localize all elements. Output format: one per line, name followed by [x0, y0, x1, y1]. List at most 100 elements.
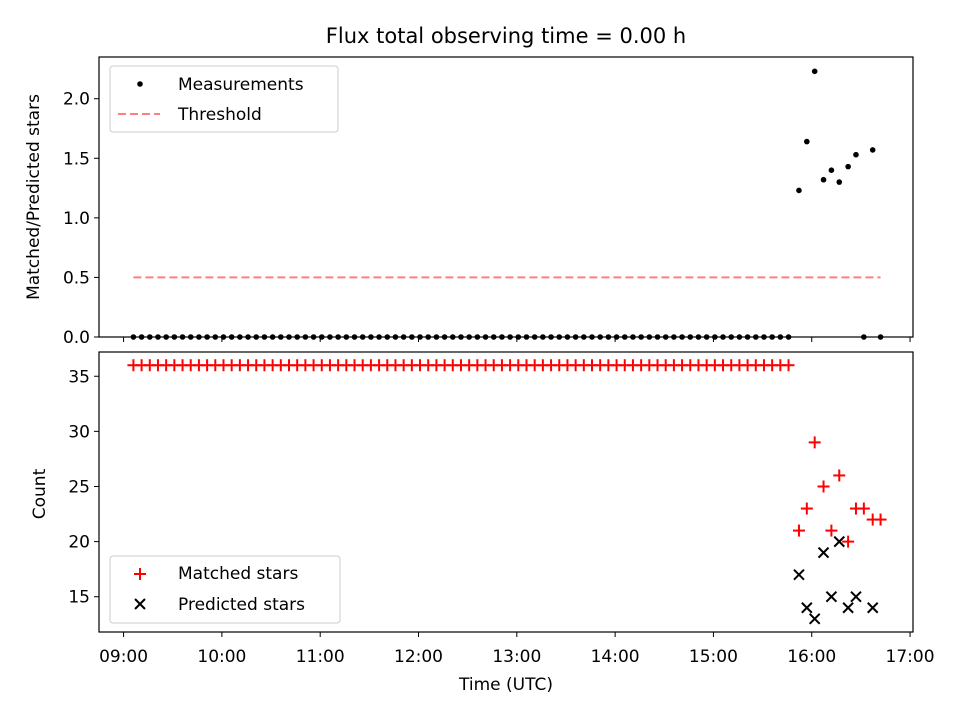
measurement-point [327, 334, 333, 340]
measurement-point [310, 334, 317, 340]
measurement-point [441, 334, 448, 340]
measurement-point [138, 334, 145, 340]
measurement-point [499, 334, 505, 340]
predicted-star-point [825, 591, 838, 603]
measurement-point [540, 334, 546, 340]
measurement-point [853, 151, 859, 158]
measurement-point [828, 167, 835, 173]
measurement-point [679, 334, 685, 340]
measurement-point [630, 334, 636, 340]
predicted-star-point [866, 602, 879, 614]
measurement-point [877, 334, 884, 340]
predicted-star-point [793, 568, 805, 581]
predicted-star-point [808, 613, 821, 625]
measurement-point [507, 334, 513, 340]
predicted-star-point [850, 591, 862, 603]
panel-counts-xlabel: Time (UTC) [458, 675, 553, 695]
measurement-point [654, 334, 661, 340]
counts-xtick-label: 11:00 [296, 647, 345, 667]
matched-star-point [782, 359, 795, 372]
measurement-point [384, 334, 391, 340]
measurement-point [163, 334, 169, 340]
measurement-point [703, 334, 710, 340]
counts-xtick-label: 10:00 [197, 647, 246, 667]
measurement-point [820, 176, 827, 183]
matched-star-point [874, 513, 887, 526]
legend-threshold-label: Threshold [177, 105, 262, 125]
measurement-point [671, 334, 677, 340]
measurement-point [804, 138, 810, 145]
measurement-point [228, 334, 235, 340]
measurement-point [318, 334, 325, 340]
legend-predicted-marker [134, 598, 146, 610]
measurement-point [368, 334, 374, 340]
measurement-point [761, 334, 767, 340]
measurement-point [409, 334, 415, 340]
ratio-ytick-label: 0.0 [63, 328, 90, 348]
panel-counts-xticks: 09:00 10:00 11:00 12:00 13:00 14:00 15:00 16:00… [99, 632, 935, 667]
measurement-point [204, 334, 210, 340]
measurement-point [845, 163, 851, 170]
ratio-ytick-label: 1.5 [63, 149, 90, 169]
measurement-point [531, 334, 538, 340]
predicted-star-point [801, 602, 813, 614]
measurement-point [400, 334, 407, 340]
measurement-point [811, 68, 818, 75]
counts-xtick-label: 17:00 [886, 647, 935, 667]
measurement-point [836, 179, 843, 185]
panel-counts: Count Time (UTC) 15 20 25 30 35 09:00 10:00 11… [30, 351, 935, 695]
counts-xtick-label: 09:00 [99, 647, 148, 667]
measurement-point [302, 334, 309, 340]
measurement-point [466, 334, 472, 340]
measurement-point [376, 334, 382, 340]
measurement-point [294, 334, 300, 340]
measurement-point [646, 334, 653, 340]
measurement-point [769, 334, 775, 340]
counts-xtick-label: 13:00 [492, 647, 541, 667]
measurement-point [662, 334, 669, 340]
counts-ytick-label: 15 [68, 588, 90, 608]
measurement-point [237, 334, 243, 340]
counts-xtick-label: 15:00 [689, 647, 738, 667]
measurement-point [212, 334, 219, 340]
legend-ratio-box [109, 65, 339, 133]
measurement-point [474, 334, 481, 340]
measurement-point [564, 334, 571, 340]
matched-star-point [792, 524, 805, 537]
measurement-point [744, 334, 751, 340]
panel-ratio: Matched/Predicted stars 0.00.51.01.52.0 … [24, 56, 914, 348]
measurement-point [343, 334, 350, 340]
measurement-point [253, 334, 260, 340]
measurement-point [335, 334, 341, 340]
measurement-point [523, 334, 530, 340]
measurement-point [490, 334, 497, 340]
measurement-point [449, 334, 456, 340]
matched-star-point [808, 436, 821, 449]
measurement-point [613, 334, 620, 340]
measurement-point [179, 334, 186, 340]
panel-counts-frame [98, 351, 914, 633]
ratio-ytick-label: 1.0 [63, 209, 90, 229]
measurement-point [785, 334, 792, 340]
measurement-point [351, 334, 358, 340]
predicted-star-point [817, 546, 830, 559]
measurement-point [712, 334, 718, 340]
measurement-point [736, 334, 743, 340]
measurement-point [171, 334, 178, 340]
counts-xtick-label: 12:00 [394, 647, 443, 667]
panel-counts-yticks: 15 20 25 30 35 [68, 367, 99, 608]
measurement-point [752, 334, 759, 340]
measurement-point [728, 334, 735, 340]
measurement-point [196, 334, 202, 340]
legend-measurements-label: Measurements [178, 75, 304, 95]
panel-ratio-frame [98, 56, 914, 338]
measurement-point [146, 334, 153, 340]
measurement-point [261, 334, 268, 340]
measurement-point [597, 334, 603, 340]
ratio-ytick-label: 2.0 [63, 90, 90, 110]
measurement-point [548, 334, 554, 340]
matched-star-point [833, 469, 846, 482]
measurement-point [572, 334, 579, 340]
measurement-point [187, 334, 194, 340]
